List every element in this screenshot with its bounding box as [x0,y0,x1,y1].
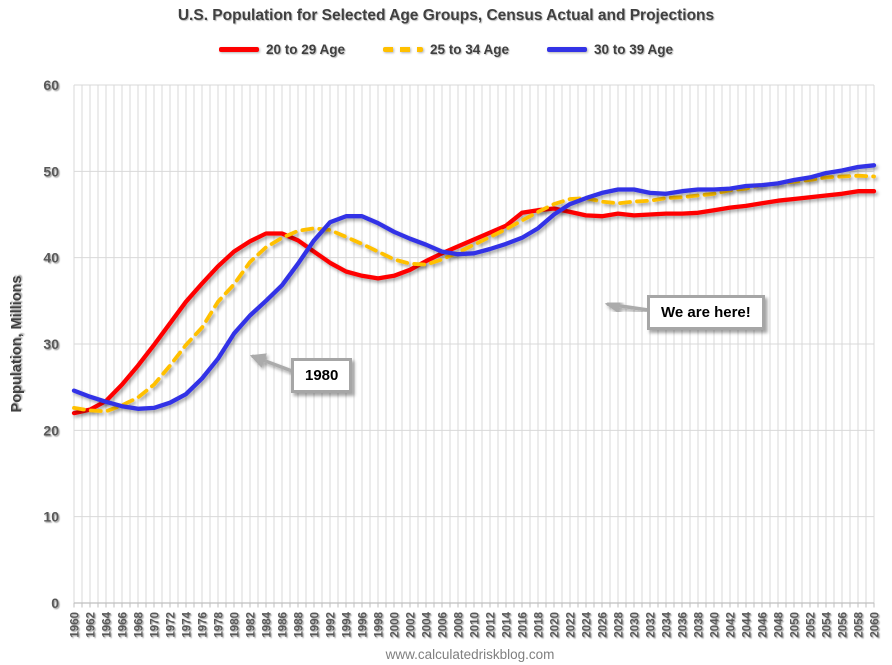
svg-text:30: 30 [43,336,59,352]
svg-text:20: 20 [43,422,59,438]
svg-text:2018: 2018 [534,611,546,637]
legend-item-20-29: 20 to 29 Age [218,42,345,57]
chart-title: U.S. Population for Selected Age Groups,… [177,7,715,24]
svg-text:2056: 2056 [838,612,850,638]
svg-text:2000: 2000 [390,612,402,638]
svg-text:2058: 2058 [854,611,866,637]
series-line-0 [71,189,877,416]
svg-text:2054: 2054 [822,611,834,637]
svg-text:2036: 2036 [678,612,690,638]
svg-text:2040: 2040 [710,612,722,638]
svg-text:1960: 1960 [70,612,82,638]
arrow-1980-icon [249,353,293,373]
svg-text:2028: 2028 [614,611,626,637]
y-gridlines [74,84,874,518]
svg-text:2048: 2048 [774,611,786,637]
svg-text:2046: 2046 [758,612,770,638]
svg-text:2020: 2020 [550,612,562,638]
svg-text:2006: 2006 [438,612,450,638]
callout-we-are-here: We are here! [647,295,765,330]
legend-label-20-29: 20 to 29 Age [265,42,345,57]
legend-item-25-34: 25 to 34 Age [382,42,510,57]
svg-text:1988: 1988 [294,611,306,637]
svg-text:2014: 2014 [502,611,514,637]
svg-text:2030: 2030 [630,612,642,638]
svg-text:2042: 2042 [726,612,738,638]
svg-text:1990: 1990 [310,612,322,638]
svg-text:1984: 1984 [262,611,274,637]
legend-swatch-30-39-icon [547,47,588,52]
footer-url: www.calculatedriskblog.com [385,647,555,662]
svg-text:2024: 2024 [582,611,594,637]
y-tick-labels: 0 10 20 30 40 50 60 [43,77,59,611]
legend-label-25-34: 25 to 34 Age [429,42,510,57]
svg-text:1968: 1968 [134,611,146,637]
svg-text:2032: 2032 [646,612,658,638]
svg-text:2060: 2060 [870,612,882,638]
y-axis-title: Population, Millions [9,276,25,413]
svg-text:2038: 2038 [694,611,706,637]
svg-text:1962: 1962 [86,612,98,638]
svg-text:1976: 1976 [198,612,210,638]
svg-text:1978: 1978 [214,611,226,637]
svg-text:0: 0 [51,595,59,611]
svg-text:1982: 1982 [246,612,258,638]
svg-text:2026: 2026 [598,612,610,638]
svg-text:1974: 1974 [182,611,194,637]
svg-text:1994: 1994 [342,611,354,637]
svg-text:1986: 1986 [278,612,290,638]
svg-text:1970: 1970 [150,612,162,638]
series-line-1 [72,173,876,414]
callout-1980: 1980 [291,358,353,393]
svg-text:2010: 2010 [470,612,482,638]
svg-text:1996: 1996 [358,612,370,638]
svg-text:2002: 2002 [406,612,418,638]
arrow-we-are-here-icon [604,298,649,314]
x-axis [73,602,875,608]
svg-text:40: 40 [43,250,59,266]
svg-text:1972: 1972 [166,612,178,638]
svg-text:1964: 1964 [102,611,114,637]
svg-text:50: 50 [43,163,59,179]
svg-text:2044: 2044 [742,611,754,637]
svg-text:2016: 2016 [518,612,530,638]
legend-swatch-20-29-icon [218,47,259,52]
svg-text:1980: 1980 [230,612,242,638]
svg-text:1966: 1966 [118,612,130,638]
legend-swatch-25-34-icon [382,47,423,52]
svg-text:60: 60 [43,77,59,93]
svg-text:2052: 2052 [806,612,818,638]
svg-text:2004: 2004 [422,611,434,637]
svg-text:1992: 1992 [326,612,338,638]
svg-text:2050: 2050 [790,612,802,638]
x-tick-labels: 1960 1962 1964 1966 1968 1970 1972 1974 1976 1978… [70,611,882,637]
svg-text:10: 10 [43,509,59,525]
svg-text:2022: 2022 [566,612,578,638]
legend-label-30-39: 30 to 39 Age [594,42,674,57]
svg-text:2034: 2034 [662,611,674,637]
svg-text:2012: 2012 [486,612,498,638]
svg-text:2008: 2008 [454,611,466,637]
svg-text:1998: 1998 [374,611,386,637]
legend: 20 to 29 Age 25 to 34 Age 30 to 39 Age [0,42,892,57]
series-line-2 [71,163,877,411]
legend-item-30-39: 30 to 39 Age [547,42,673,57]
